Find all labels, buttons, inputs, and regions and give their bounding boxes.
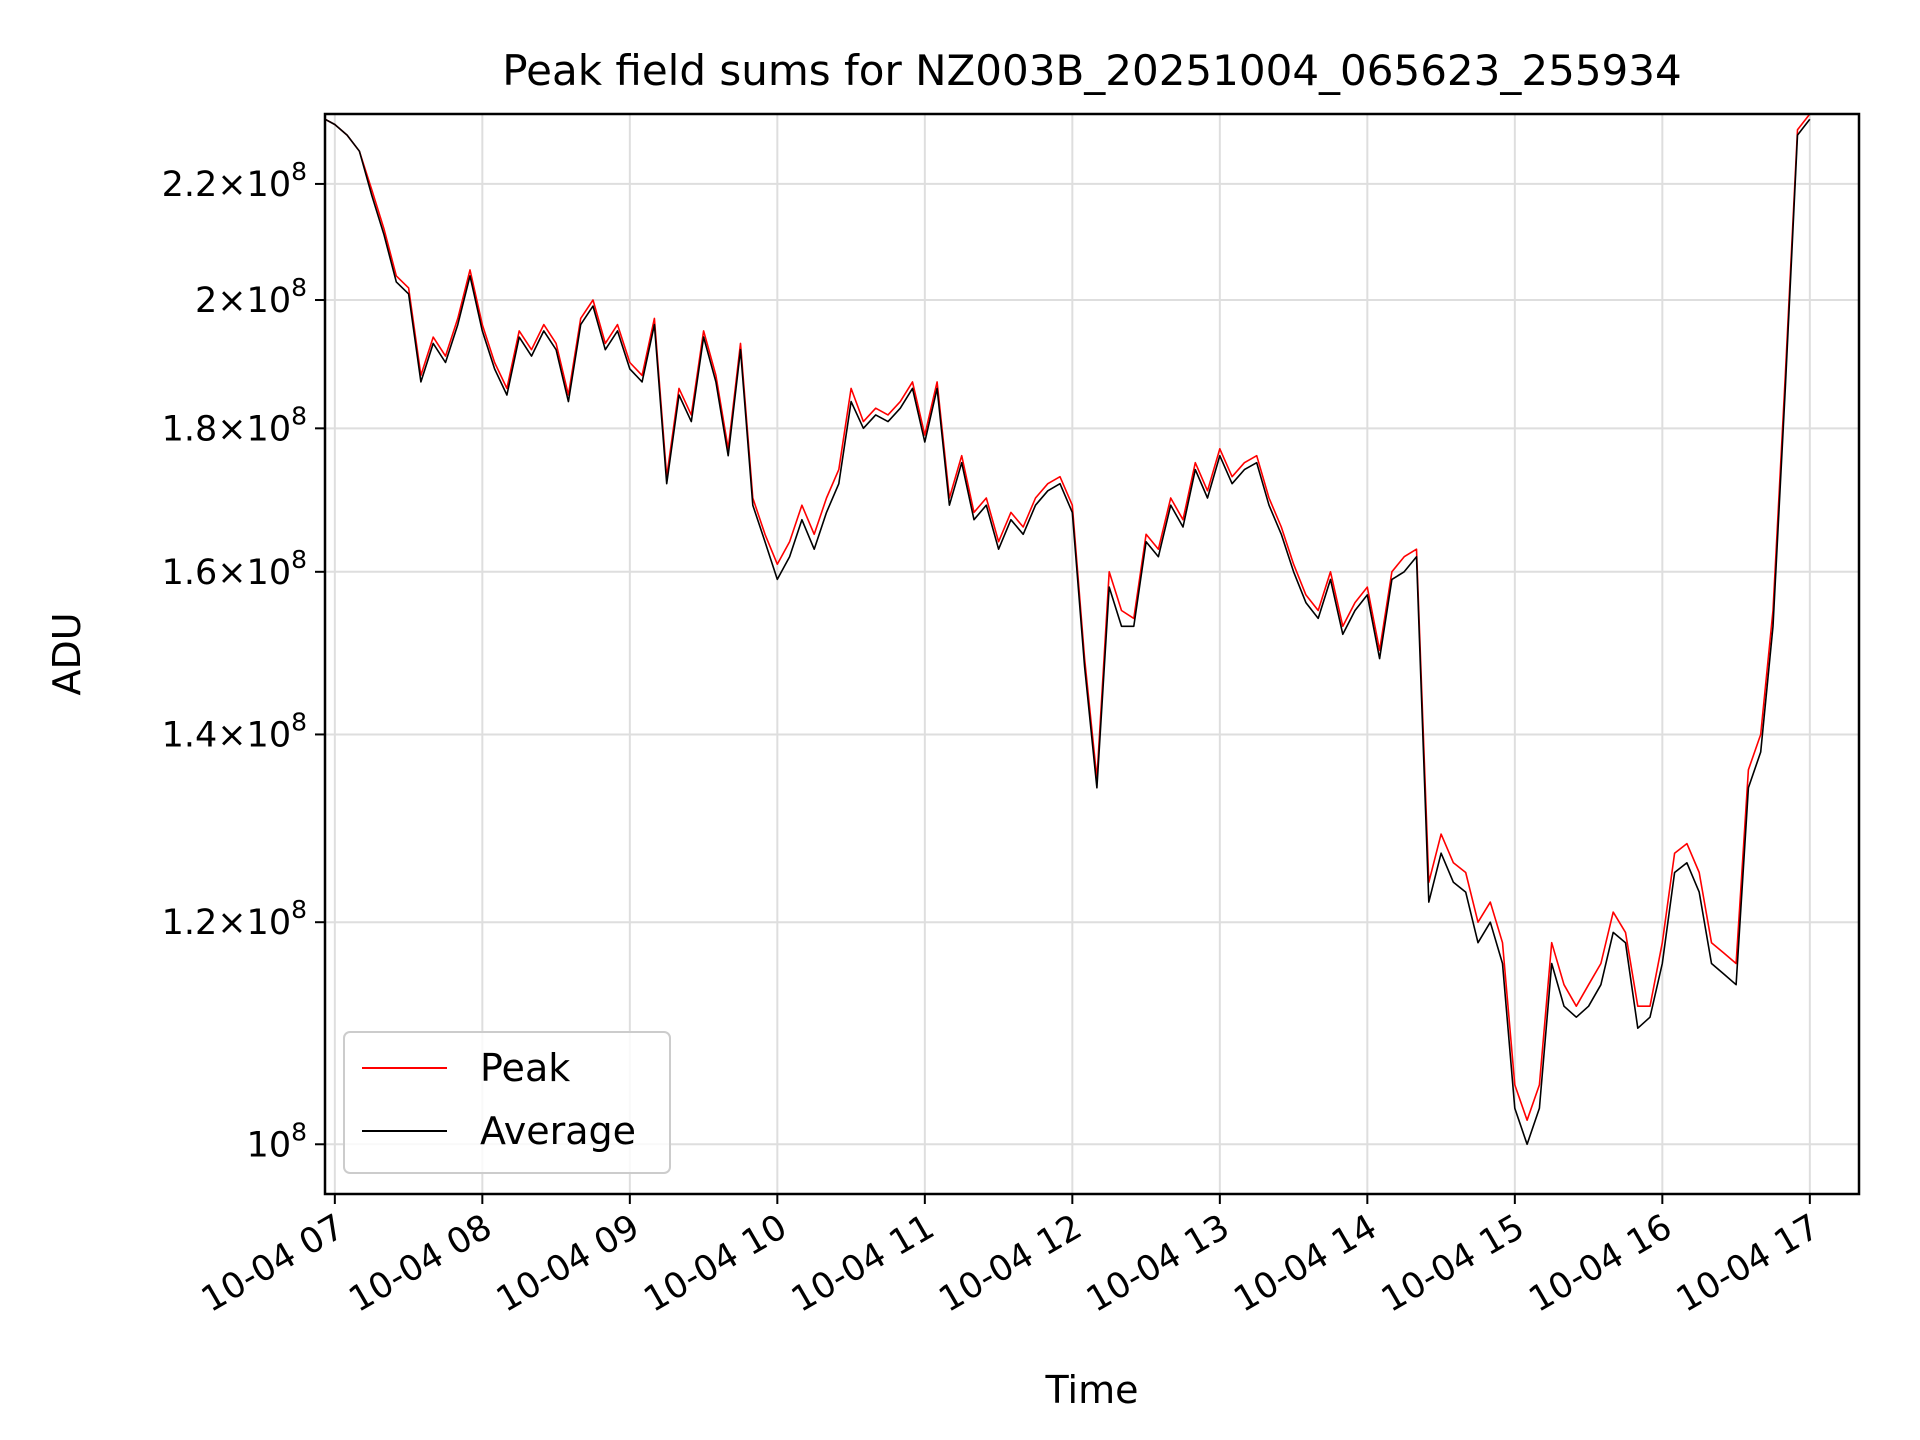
y-tick-label: 108 — [247, 1117, 307, 1165]
series-line-average — [325, 118, 1811, 1146]
x-tick-label: 10-04 17 — [1670, 1207, 1826, 1320]
legend-label-average: Average — [480, 1109, 636, 1153]
x-tick-label: 10-04 15 — [1375, 1207, 1531, 1320]
chart-title: Peak field sums for NZ003B_20251004_0656… — [502, 46, 1681, 95]
series-layer — [325, 114, 1811, 1146]
x-tick-label: 10-04 12 — [933, 1207, 1089, 1320]
legend: Peak Average — [343, 1031, 671, 1174]
plot-frame — [323, 112, 1861, 1196]
series-line-peak — [325, 114, 1811, 1121]
x-tick-label: 10-04 07 — [195, 1207, 351, 1320]
y-tick-label: 1.8×108 — [162, 401, 307, 449]
x-tick-label: 10-04 09 — [490, 1207, 646, 1320]
x-axis-label: Time — [1045, 1368, 1139, 1412]
y-tick-label: 1.4×108 — [162, 707, 307, 755]
y-axis: 108 1.2×108 1.4×108 1.6×108 1.8×108 2×108 2.2×… — [162, 157, 325, 1165]
y-tick-label: 1.2×108 — [162, 895, 307, 943]
y-tick-label: 1.6×108 — [162, 545, 307, 593]
y-tick-label: 2.2×108 — [162, 157, 307, 205]
legend-label-peak: Peak — [480, 1046, 570, 1090]
x-tick-label: 10-04 16 — [1523, 1207, 1679, 1320]
x-tick-label: 10-04 08 — [343, 1207, 499, 1320]
y-tick-label: 2×108 — [195, 273, 307, 321]
x-tick-label: 10-04 14 — [1228, 1207, 1384, 1320]
x-tick-label: 10-04 11 — [785, 1207, 941, 1320]
x-tick-label: 10-04 13 — [1080, 1207, 1236, 1320]
x-tick-label: 10-04 10 — [638, 1207, 794, 1320]
y-axis-label: ADU — [45, 612, 89, 695]
